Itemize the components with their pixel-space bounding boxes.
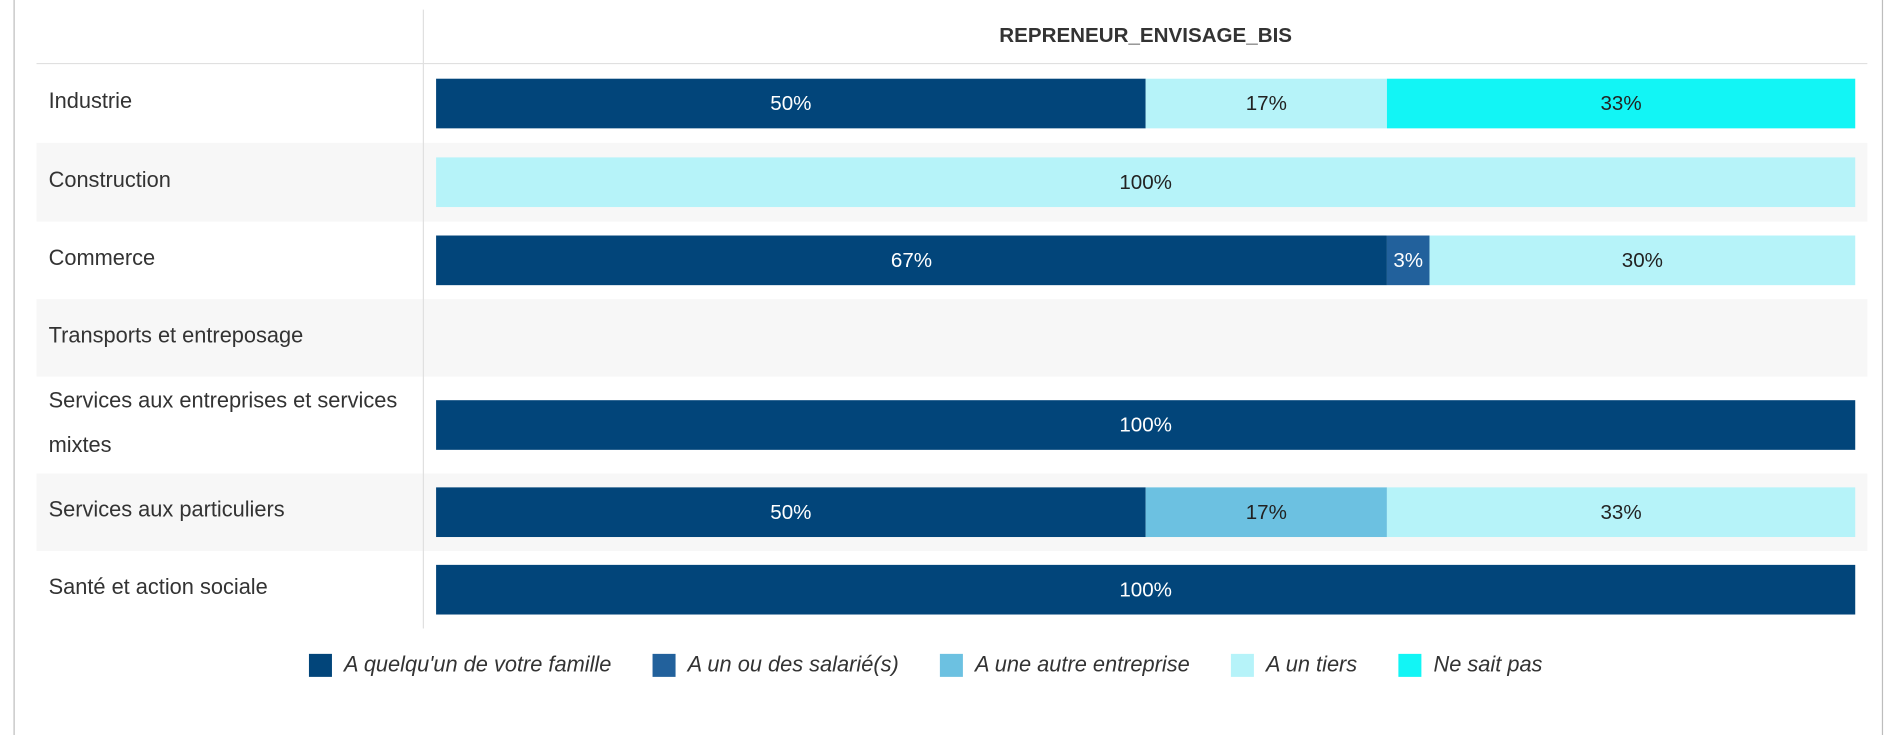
legend-label: A quelqu'un de votre famille xyxy=(342,652,611,677)
bar-segment xyxy=(436,78,1146,129)
value-label: 3% xyxy=(1393,249,1423,272)
value-label: 100% xyxy=(1119,171,1172,194)
legend-label: A une autre entreprise xyxy=(973,652,1190,677)
bar-segment xyxy=(436,235,1387,286)
bar-segment xyxy=(1145,487,1387,538)
category-label: Industrie xyxy=(49,88,133,113)
bar-segment xyxy=(1386,235,1430,286)
legend-swatch xyxy=(1398,653,1422,677)
value-label: 50% xyxy=(770,92,811,115)
legend-label: A un tiers xyxy=(1264,652,1357,677)
legend-swatch xyxy=(939,653,963,677)
legend-swatch xyxy=(652,653,676,677)
category-label: Construction xyxy=(49,167,171,192)
value-label: 33% xyxy=(1600,501,1641,524)
category-label: Santé et action sociale xyxy=(49,574,268,599)
bar-segment xyxy=(436,400,1856,450)
legend-label: A un ou des salarié(s) xyxy=(686,652,899,677)
category-label: Services aux particuliers xyxy=(49,497,285,522)
bar-segment xyxy=(1145,78,1387,129)
value-label: 100% xyxy=(1119,414,1172,437)
chart-title: REPRENEUR_ENVISAGE_BIS xyxy=(999,24,1292,47)
legend-swatch xyxy=(1230,653,1254,677)
legend-swatch xyxy=(308,653,332,677)
bar-segment xyxy=(436,157,1856,208)
bar-segment xyxy=(436,564,1856,615)
value-label: 30% xyxy=(1622,249,1663,272)
value-label: 50% xyxy=(770,501,811,524)
bar-segment xyxy=(1429,235,1856,286)
category-label: Commerce xyxy=(49,245,156,270)
value-label: 67% xyxy=(891,249,932,272)
category-label: Services aux entreprises et services mix… xyxy=(49,387,404,457)
legend-label: Ne sait pas xyxy=(1434,652,1543,677)
value-label: 17% xyxy=(1246,92,1287,115)
value-label: 100% xyxy=(1119,578,1172,601)
value-label: 33% xyxy=(1600,92,1641,115)
row-background xyxy=(36,299,1868,377)
bar-segment xyxy=(436,487,1146,538)
bar-segment xyxy=(1386,487,1856,538)
bar-segment xyxy=(1386,78,1856,129)
value-label: 17% xyxy=(1246,501,1287,524)
category-label: Transports et entreposage xyxy=(49,322,304,347)
